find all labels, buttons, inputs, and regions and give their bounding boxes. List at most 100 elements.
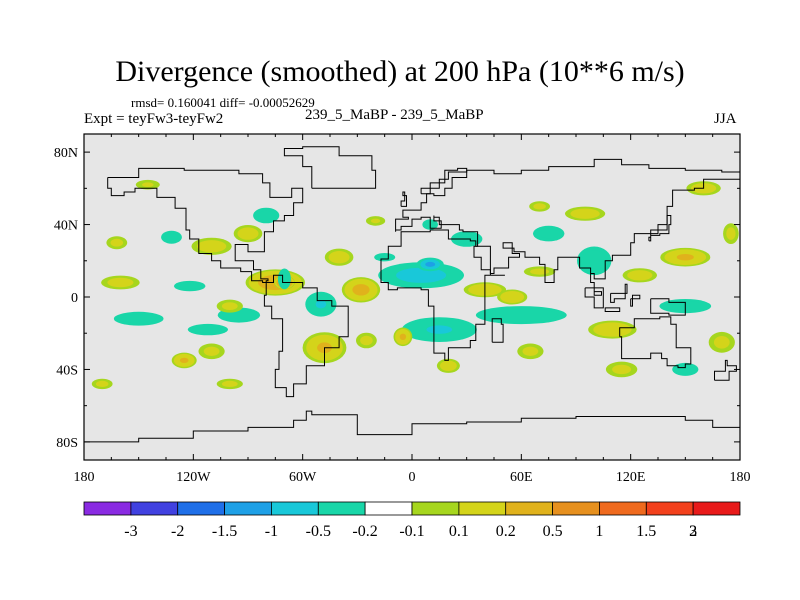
field-blob-37-level-1	[570, 208, 600, 219]
field-blob-16-level-1	[221, 302, 238, 310]
colorbar-box-10	[552, 501, 600, 516]
divergence-field	[91, 179, 739, 390]
colorbar-box-12	[645, 501, 694, 516]
field-blob-49-level-1	[221, 380, 238, 387]
field-blob-38-level-1	[581, 250, 607, 272]
field-blob-40-level-1	[627, 270, 653, 281]
colorbar-label-0: -3	[124, 523, 137, 540]
coastline-1	[283, 146, 377, 189]
colorbar-label-12: 2	[689, 523, 697, 540]
case-label: 239_5_MaBP - 239_5_MaBP	[305, 107, 484, 123]
x-tick-label-2: 60W	[289, 470, 317, 485]
season-label: JJA	[714, 111, 737, 127]
field-blob-21-level-0	[374, 253, 396, 262]
coastline-9	[610, 283, 628, 303]
x-tick-label-3: 0	[409, 470, 416, 485]
colorbar-label-11: 1.5	[636, 523, 656, 540]
colorbar-label-10: 1	[595, 523, 603, 540]
coastline-7	[584, 287, 604, 309]
field-blob-19-level-1	[328, 251, 350, 264]
field-blob-32-level-1	[530, 268, 550, 275]
colorbar-box-2	[177, 501, 225, 516]
colorbar-label-2: -1.5	[212, 523, 237, 540]
field-blob-20-level-2	[352, 284, 370, 296]
field-blob-36-level-1	[522, 346, 539, 356]
coastline-5	[420, 167, 468, 195]
colorbar-label-5: -0.2	[352, 523, 377, 540]
antarctic-coastline	[84, 410, 740, 443]
colorbar-box-6	[364, 501, 413, 516]
field-blob-2-level-1	[110, 238, 124, 247]
colorbar-box-13	[692, 501, 741, 516]
colorbar-label-6: -0.1	[399, 523, 424, 540]
field-blob-41-level-1	[612, 364, 632, 375]
colorbar-label-7: 0.1	[449, 523, 469, 540]
field-blob-31-level-1	[500, 291, 525, 303]
colorbar-box-3	[224, 501, 272, 516]
field-blob-12-level-1	[237, 227, 259, 240]
field-blob-35-level-1	[533, 203, 546, 210]
field-blob-50-level-1	[370, 218, 381, 224]
field-blob-47-level-1	[726, 227, 736, 240]
field-blob-39-level-1	[593, 322, 632, 337]
x-axis: 180 120W 60W 0 60E 120E 180	[74, 134, 751, 485]
colorbar-box-9	[505, 501, 554, 516]
chart-title: Divergence (smoothed) at 200 hPa (10**6 …	[115, 55, 685, 88]
field-blob-3-level-1	[142, 182, 154, 187]
experiment-label: Expt = teyFw3-teyFw2	[84, 111, 224, 127]
y-tick-label-1: 40N	[54, 219, 78, 234]
x-tick-label-4: 60E	[510, 470, 533, 485]
field-blob-34-level-1	[539, 228, 559, 239]
field-blob-33-level-1	[485, 307, 558, 323]
x-tick-label-1: 120W	[176, 470, 211, 485]
field-blob-8-level-2	[179, 357, 189, 363]
field-blob-27-level-2	[426, 325, 453, 334]
colorbar-box-1	[130, 501, 179, 516]
field-blob-23-level-2	[396, 267, 447, 283]
y-tick-label-0: 80N	[54, 146, 78, 161]
coastline-12	[648, 215, 672, 242]
colorbar-label-4: -0.5	[306, 523, 331, 540]
colorbar-box-5	[317, 501, 366, 516]
field-blob-13-level-1	[258, 210, 275, 221]
y-axis: 80N 40N 0 40S 80S	[54, 146, 740, 451]
field-blob-22-level-1	[360, 335, 373, 346]
coastline-3	[395, 158, 740, 296]
colorbar: -2 -1.5 -1 -0.5 -0.2 -0.1 0.1 0.2 0.5 1 1.5 23 -3	[83, 501, 741, 540]
coastline-4	[400, 191, 407, 207]
y-tick-label-3: 40S	[56, 363, 78, 378]
field-blob-1-level-1	[121, 314, 156, 324]
field-blob-29-level-1	[440, 360, 457, 371]
colorbar-box-8	[458, 501, 507, 516]
y-tick-label-4: 80S	[56, 436, 78, 451]
y-tick-label-2: 0	[71, 291, 78, 306]
field-blob-48-level-1	[95, 380, 109, 387]
coastline-13	[619, 316, 692, 369]
coastlines	[84, 146, 740, 443]
coastline-8	[604, 307, 621, 312]
colorbar-label-13: 3	[689, 523, 697, 540]
colorbar-box-4	[270, 501, 319, 516]
field-blob-6-level-1	[180, 283, 200, 290]
coastline-14	[714, 359, 737, 381]
field-blob-7-level-1	[203, 346, 220, 356]
colorbar-label-1: -2	[171, 523, 184, 540]
colorbar-label-3: -1	[265, 523, 278, 540]
x-tick-label-5: 120E	[616, 470, 646, 485]
colorbar-box-11	[599, 501, 647, 516]
colorbar-label-9: 0.5	[543, 523, 563, 540]
field-blob-24-level-3	[425, 261, 436, 267]
field-blob-45-level-1	[713, 336, 730, 349]
map-background	[84, 134, 740, 460]
coastline-2	[380, 229, 505, 361]
field-blob-28-level-2	[399, 333, 407, 340]
field-blob-42-level-2	[676, 254, 694, 261]
rmsd-diff-stats: rmsd= 0.160041 diff= -0.00052629	[131, 95, 315, 110]
colorbar-label-8: 0.2	[496, 523, 516, 540]
coastline-11	[650, 298, 686, 316]
colorbar-box-7	[411, 501, 460, 516]
coastline-10	[630, 294, 641, 307]
field-blob-4-level-1	[165, 233, 178, 242]
field-blob-14-level-1	[280, 272, 289, 286]
coastline-0	[107, 167, 349, 398]
